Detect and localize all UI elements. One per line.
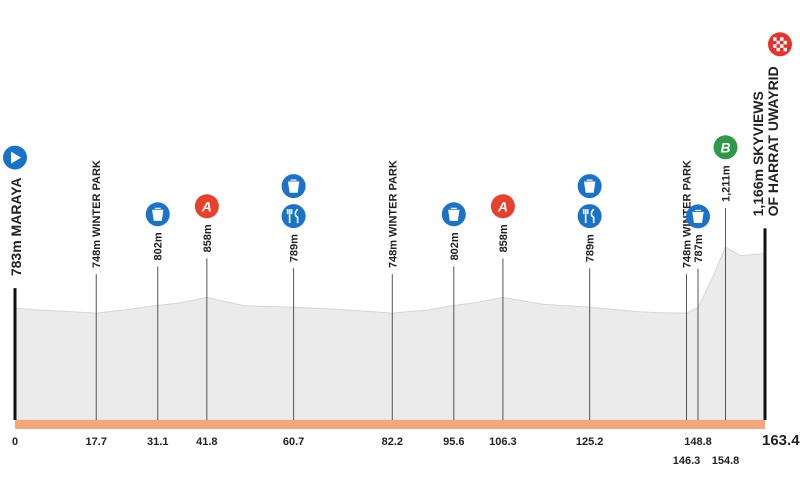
finish-check [780, 37, 784, 41]
x-tick-label: 31.1 [147, 436, 168, 448]
start-label: 783m MARAYA [8, 178, 24, 277]
food-symbol [582, 208, 595, 224]
icon-food [281, 204, 306, 229]
distance-bar [15, 420, 765, 429]
finish-check [780, 44, 784, 48]
food-symbol [286, 208, 299, 224]
marker-label: 787m [693, 234, 705, 262]
marker-label: 789m [289, 234, 301, 262]
feed-symbol [692, 209, 704, 224]
marker-label: 802m [449, 232, 461, 260]
icon-food [577, 204, 602, 229]
x-tick-label: 125.2 [576, 436, 604, 448]
icon-text: B [720, 139, 730, 155]
icon-circle [490, 194, 515, 219]
finish-check [776, 47, 780, 52]
marker-label: 802m [153, 232, 165, 260]
finish-check [773, 44, 777, 48]
feed-symbol [287, 179, 300, 193]
feed-symbol [152, 207, 164, 221]
x-tick-label: 60.7 [283, 436, 304, 448]
x-tick-label: 82.2 [382, 436, 403, 448]
icon-feed [577, 174, 602, 199]
x-tick-label: 106.3 [489, 436, 517, 448]
finish-label: OF HARRAT UWAYRID [765, 66, 781, 216]
icon-circle [577, 204, 602, 229]
icon-bonus: B [713, 135, 738, 160]
start-arrow [11, 151, 21, 164]
marker-label: 1,211m [721, 165, 733, 202]
icon-feed [281, 174, 306, 199]
x-tick-label: 148.8 [684, 436, 712, 448]
finish-check [776, 40, 780, 45]
icon-circle [194, 194, 219, 219]
icon-text: A [497, 198, 508, 214]
x-tick-label: 154.8 [712, 455, 740, 467]
marker-label: 748m WINTER PARK [387, 160, 399, 268]
finish-check [773, 37, 777, 41]
marker-label: 858m [202, 224, 214, 252]
icon-feed [145, 202, 170, 227]
icon-feed [685, 204, 710, 229]
icon-sprint: A [490, 194, 515, 219]
x-tick-label: 17.7 [86, 436, 107, 448]
elevation-area [14, 246, 766, 421]
feed-symbol [448, 207, 460, 221]
icon-feed [441, 202, 466, 227]
x-tick-label: 0 [12, 436, 18, 448]
marker-label: 789m [585, 234, 597, 262]
x-tick-label: 41.8 [196, 436, 217, 448]
marker-label: 858m [498, 224, 510, 252]
marker-label: 748m WINTER PARK [91, 160, 103, 268]
icon-sprint: A [194, 194, 219, 219]
finish-check [783, 47, 787, 52]
x-tick-label: 95.6 [443, 436, 464, 448]
icon-circle [281, 204, 306, 229]
finish-label: 1,166m SKYVIEWS [750, 91, 766, 216]
icon-text: A [201, 198, 212, 214]
x-tick-label: 146.3 [673, 455, 701, 467]
feed-symbol [583, 179, 596, 193]
finish-check [783, 40, 787, 45]
x-tick-label: 163.4 km [762, 432, 800, 449]
icon-circle [713, 135, 738, 160]
